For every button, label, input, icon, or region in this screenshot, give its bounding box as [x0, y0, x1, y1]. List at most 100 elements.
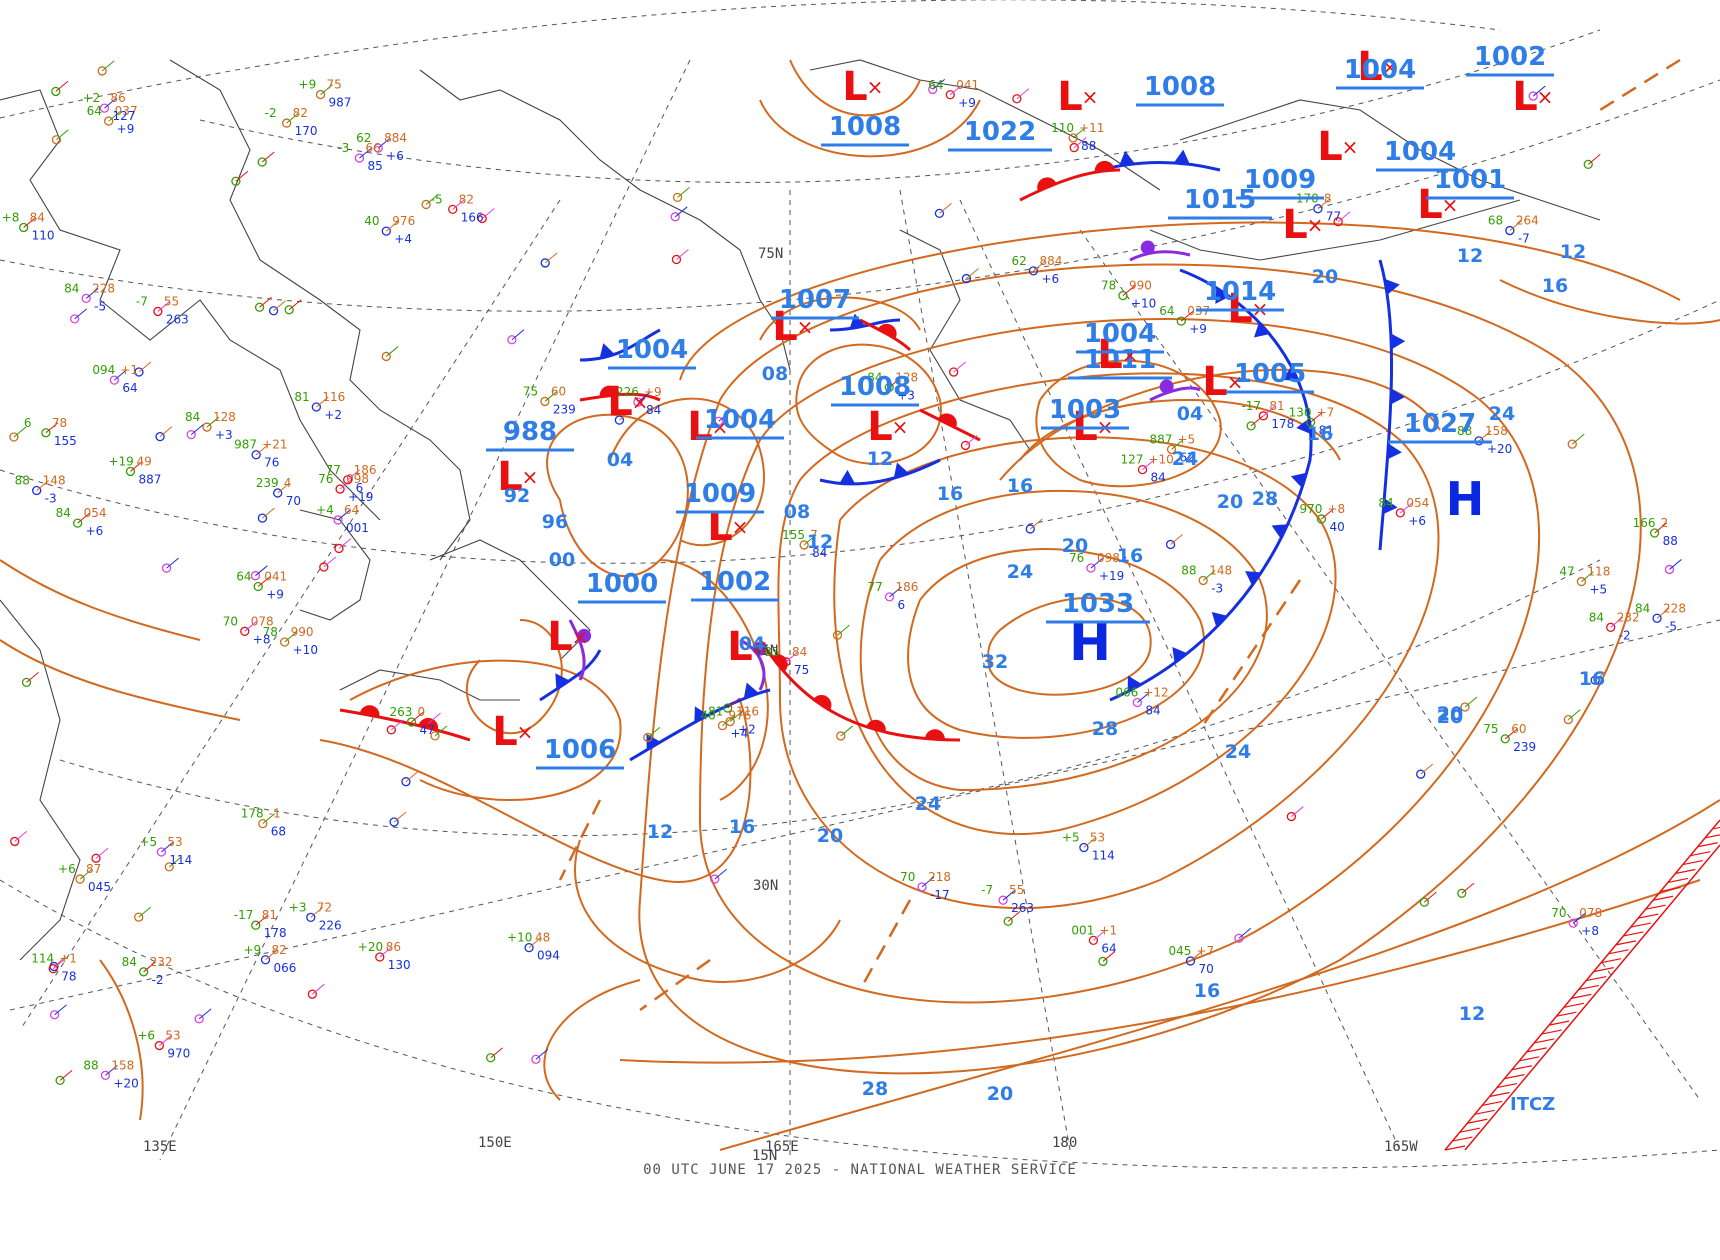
station-circle [1079, 842, 1089, 853]
occluded-front-symbol [753, 641, 768, 656]
wind-barb [637, 391, 651, 403]
wind-barb [23, 217, 36, 228]
station-circle [1416, 769, 1426, 779]
wind-barb [95, 847, 109, 859]
wind-barb [1509, 220, 1523, 231]
isobar-value-label: 24 [1489, 403, 1515, 425]
obs-tendency: 110 [32, 229, 55, 243]
wind-barb [59, 1069, 73, 1081]
obs-pressure: 054 [84, 506, 107, 520]
station-plot [319, 556, 337, 572]
station-plot: 40 976 +4 [364, 214, 415, 246]
itcz-hatch-line [1630, 922, 1651, 928]
obs-temp: 64 [928, 78, 943, 92]
obs-pressure: 53 [1090, 831, 1105, 845]
station-plot [10, 831, 28, 847]
obs-tendency: +6 [86, 524, 104, 538]
station-circle [164, 862, 174, 872]
wind-barb [1007, 911, 1021, 922]
obs-temp: 88 [83, 1058, 98, 1072]
low-symbol: L [607, 379, 633, 425]
obs-tendency: 64 [122, 381, 137, 395]
low-pressure-center: L×1009 [676, 479, 764, 550]
obs-pressure: 0 [417, 705, 425, 719]
isobar-value-label: 20 [1217, 491, 1243, 513]
obs-pressure: 264 [1516, 214, 1539, 228]
obs-pressure: 82 [293, 106, 308, 120]
warm-front-semicircle [877, 323, 897, 339]
isobar-value-label: 20 [1437, 703, 1463, 725]
wind-barb [921, 876, 935, 888]
obs-tendency: 70 [1198, 962, 1213, 976]
station-circle [1395, 508, 1405, 518]
itcz-hatch-line [1667, 877, 1689, 884]
obs-pressure: 116 [736, 705, 759, 719]
station-circle [386, 725, 396, 735]
station-circle [430, 731, 440, 741]
station-circle [1165, 539, 1176, 550]
obs-pressure: 81 [262, 908, 277, 922]
low-pressure-label: 1005 [1234, 359, 1306, 389]
station-circle [1185, 956, 1196, 966]
cold-front-triangle [1296, 418, 1312, 435]
station-circle [260, 955, 271, 965]
station-circle [1664, 564, 1675, 575]
station-circle [311, 402, 321, 412]
station-circle [1028, 266, 1039, 276]
obs-temp: 64 [87, 104, 102, 118]
station-circle [507, 335, 517, 345]
wind-barb [74, 308, 87, 320]
wind-barb [1504, 728, 1518, 740]
pressure-systems: H1033H1027102210151011L×988L×1000L×1006L… [486, 42, 1554, 770]
obs-pressure: +5 [1178, 432, 1196, 446]
warm-front-semicircle [1037, 177, 1057, 192]
itcz-hatch-line [1608, 949, 1629, 955]
wind-barb [206, 416, 220, 428]
wind-barb [1102, 951, 1116, 962]
wind-barb [1090, 557, 1104, 569]
station-plot: -17 81 178 [1241, 399, 1294, 431]
wind-barb [1142, 459, 1155, 470]
cold-front-triangle [893, 462, 909, 479]
obs-pressure: 128 [213, 410, 236, 424]
obs-temp: 88 [15, 474, 30, 488]
station-plot [164, 856, 182, 872]
high-symbol: H [1069, 614, 1111, 672]
station-circle [335, 484, 345, 494]
obs-pressure: 186 [354, 463, 377, 477]
station-plot [134, 906, 152, 922]
obs-tendency: 114 [1092, 849, 1115, 863]
obs-tendency: -5 [94, 299, 106, 313]
itcz-hatch-line [1638, 913, 1659, 919]
station-plot [1234, 927, 1252, 943]
station-circle [250, 571, 261, 581]
low-symbol: L [1097, 332, 1123, 378]
station-circle [1088, 935, 1099, 946]
wind-barb [425, 194, 439, 205]
wind-barb [312, 983, 325, 995]
warm-front-semicircle [866, 719, 886, 733]
station-plot: -3 66 85 [337, 141, 382, 173]
station-circle [315, 89, 326, 100]
wind-barb [262, 507, 275, 519]
station-plot: 78 990 +10 [1101, 279, 1156, 311]
wind-barb [77, 512, 90, 524]
cold-front-triangle [1282, 366, 1299, 381]
station-plot: 84 228 -5 [64, 281, 115, 313]
station-plot: 239 4 70 [256, 476, 301, 508]
wind-barb [235, 170, 249, 182]
obs-temp: -17 [1241, 399, 1261, 413]
wind-barb [393, 811, 407, 823]
station-circle [917, 882, 927, 892]
itcz-hatch-line [1675, 868, 1696, 875]
station-plot: 226 +9 84 [616, 385, 662, 417]
obs-temp: +8 [2, 211, 20, 225]
map-footer: 00 UTC JUNE 17 2025 - NATIONAL WEATHER S… [643, 1162, 1077, 1178]
station-circle [717, 720, 728, 731]
obs-pressure: 148 [43, 474, 66, 488]
station-circle [155, 431, 165, 442]
isobar-value-label: 08 [762, 363, 788, 385]
lat-lon-grid [0, 0, 1720, 1169]
obs-temp: 85 [764, 645, 779, 659]
